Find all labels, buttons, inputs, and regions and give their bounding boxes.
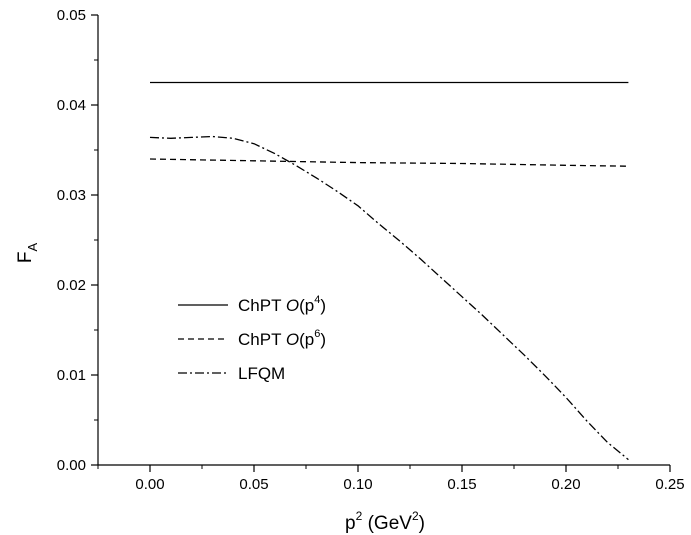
y-axis-label: FA — [15, 243, 40, 264]
legend: ChPT O(p4) ChPT O(p6) LFQM — [178, 294, 326, 383]
y-tick-label: 0.05 — [57, 7, 86, 24]
y-tick-label: 0.00 — [57, 457, 86, 474]
legend-label-2: ChPT O(p6) — [238, 328, 326, 349]
x-axis-label: p2 (GeV2) — [345, 509, 425, 534]
series-line-3 — [149, 135, 629, 461]
series-line-2 — [149, 158, 629, 167]
x-tick-label: 0.05 — [239, 476, 268, 493]
x-tick-label: 0.15 — [447, 476, 476, 493]
y-tick-label: 0.03 — [57, 187, 86, 204]
legend-label-3: LFQM — [238, 364, 285, 383]
x-tick-label: 0.00 — [135, 476, 164, 493]
x-tick-label: 0.20 — [551, 476, 580, 493]
x-axis-ticks: 0.00 0.05 0.10 0.15 0.20 0.25 — [97, 465, 685, 493]
y-tick-label: 0.04 — [57, 97, 86, 114]
y-axis-ticks: 0.00 0.01 0.02 0.03 0.04 0.05 — [57, 7, 98, 474]
y-tick-label: 0.01 — [57, 367, 86, 384]
series-layer — [149, 81, 629, 461]
x-tick-label: 0.10 — [343, 476, 372, 493]
y-tick-label: 0.02 — [57, 277, 86, 294]
legend-label-1: ChPT O(p4) — [238, 294, 326, 315]
x-tick-label: 0.25 — [655, 476, 684, 493]
